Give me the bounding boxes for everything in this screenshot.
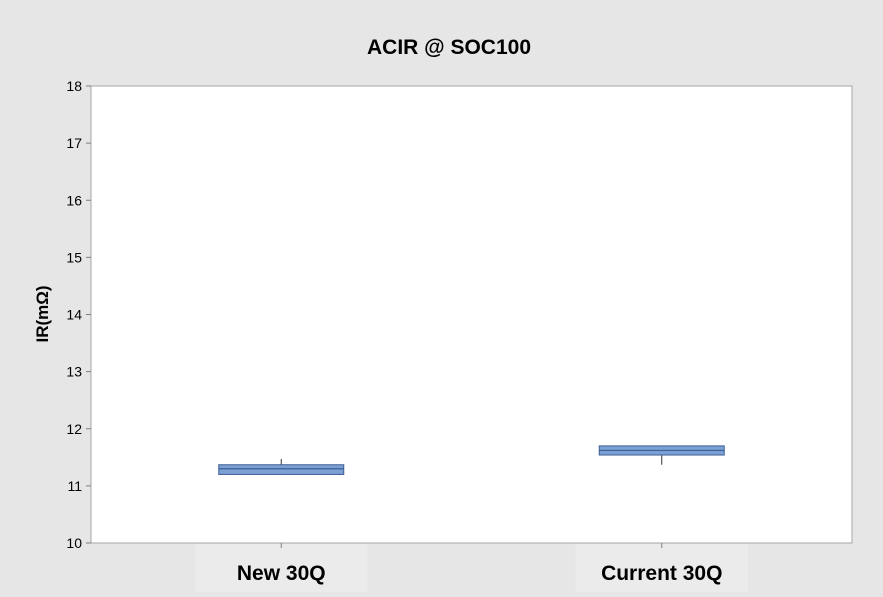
y-tick-label: 12: [66, 421, 82, 437]
box-1: [218, 459, 345, 475]
y-tick-label: 11: [67, 478, 82, 494]
y-tick-label: 18: [66, 78, 82, 94]
x-tick-label: Current 30Q: [601, 562, 722, 585]
y-axis: 10 11 12 13 14 15 16 17 18: [66, 78, 91, 551]
x-tick-label-background: [195, 544, 368, 592]
box-iqr: [218, 464, 345, 475]
box-2: [598, 445, 725, 465]
box-series: [218, 445, 725, 475]
y-tick-label: 17: [66, 135, 82, 151]
y-tick-label: 15: [66, 249, 82, 265]
chart-title: ACIR @ SOC100: [367, 36, 531, 59]
y-tick-label: 14: [66, 307, 82, 323]
plot-area: [90, 85, 853, 544]
y-tick-label: 16: [66, 192, 82, 208]
y-axis-label: IR(mΩ): [33, 285, 52, 342]
y-tick-label: 13: [66, 364, 82, 380]
x-tick-label: New 30Q: [237, 562, 326, 585]
x-axis: New 30Q Current 30Q: [195, 543, 748, 592]
x-tick-label-background: [575, 544, 748, 592]
y-tick-label: 10: [66, 535, 82, 551]
